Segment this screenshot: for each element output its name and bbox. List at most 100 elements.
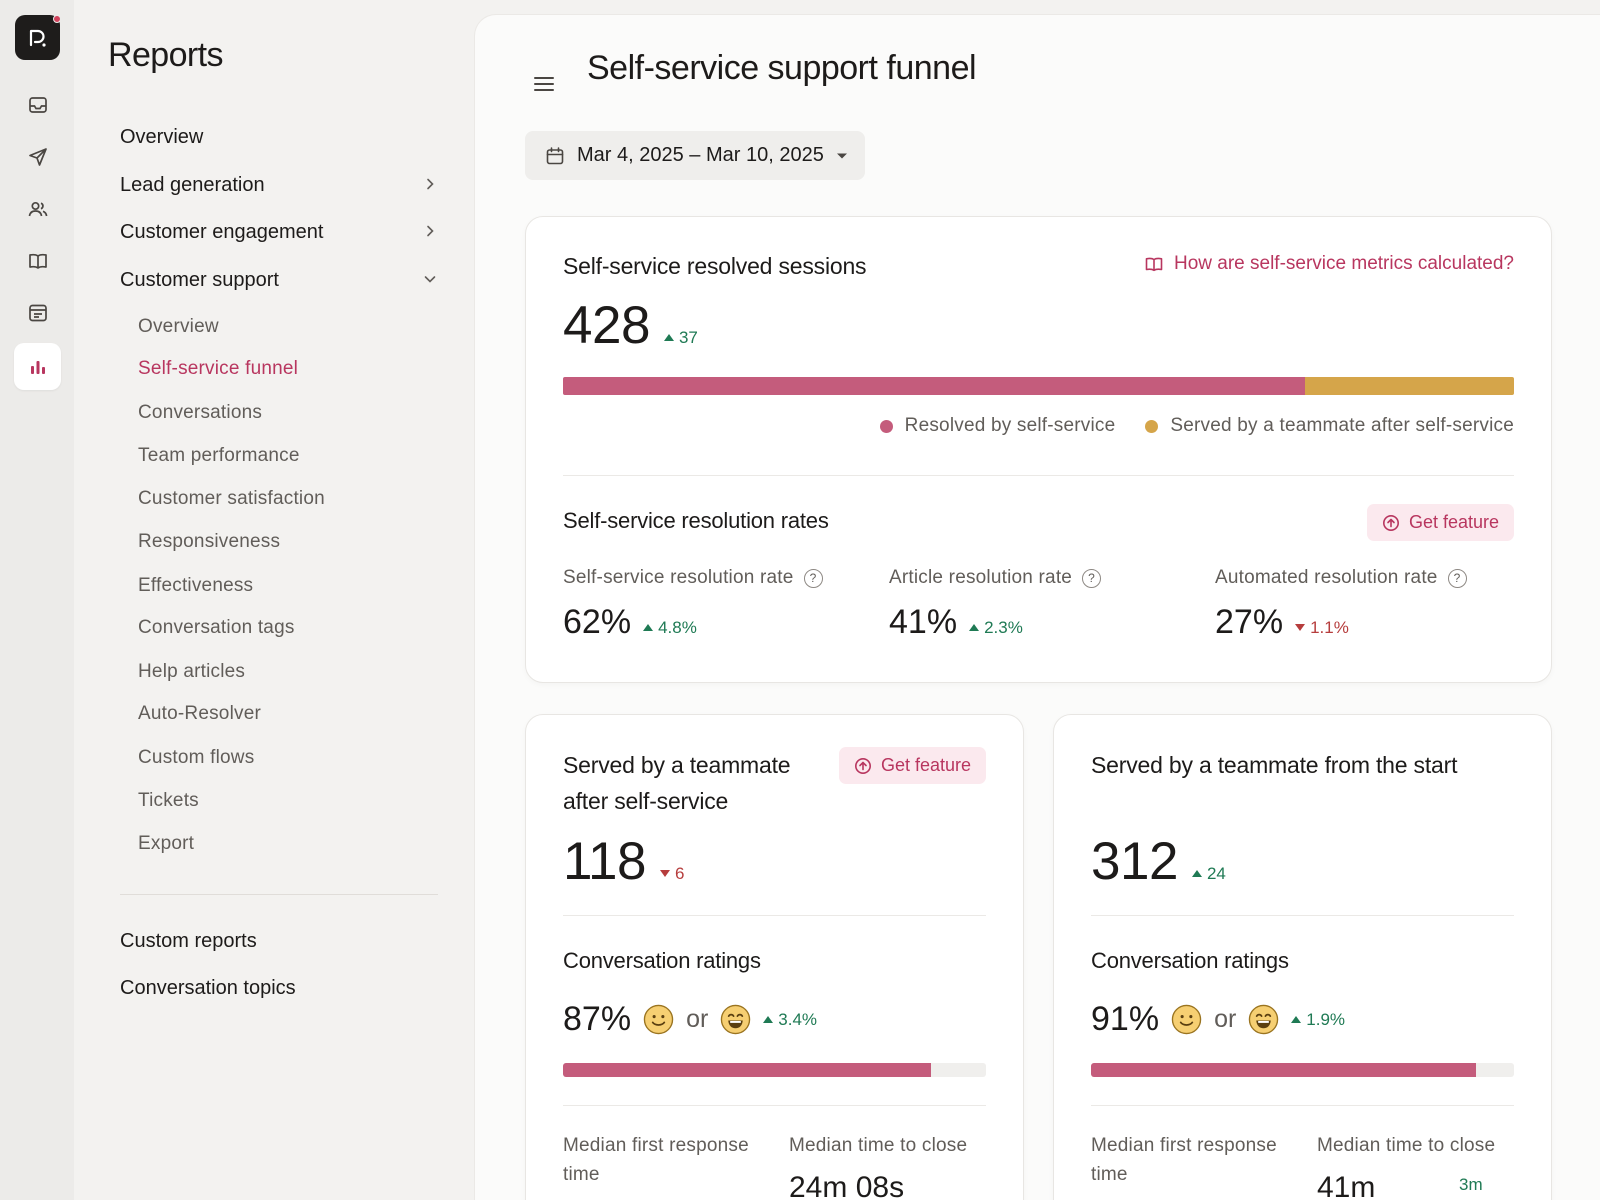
contacts-nav-button[interactable]	[14, 185, 61, 232]
campaigns-nav-button[interactable]	[14, 133, 61, 180]
metrics-help-link[interactable]: How are self-service metrics calculated?	[1144, 253, 1514, 275]
served-after-value-row: 118 6	[563, 831, 684, 892]
median-time-to-close-value: 41m	[1317, 1171, 1376, 1200]
legend-item: Served by a teammate after self-service	[1145, 415, 1514, 437]
median-time-to-close-delta: 3m	[1459, 1175, 1483, 1194]
reports-nav-button[interactable]	[14, 343, 61, 390]
conversation-ratings-row: 87% or 3.4%	[563, 1000, 817, 1039]
sidebar-item-conversation-topics[interactable]: Conversation topics	[120, 977, 438, 1000]
legend-swatch	[879, 419, 893, 433]
resolved-split-bar	[563, 377, 1514, 395]
served-from-start-title: Served by a teammate from the start	[1091, 752, 1458, 778]
sidebar-subitem-team-performance[interactable]: Team performance	[138, 445, 300, 466]
median-first-response-label: Median first response time	[563, 1135, 749, 1185]
sidebar-item-customer-engagement[interactable]: Customer engagement	[120, 221, 438, 244]
smiling-face-icon	[1171, 1004, 1202, 1035]
rate-label: Article resolution rate	[889, 567, 1073, 588]
rating-delta: 1.9%	[1291, 1010, 1345, 1030]
served-after-delta: 6	[660, 864, 684, 884]
sidebar-item-custom-reports[interactable]: Custom reports	[120, 930, 438, 953]
book-icon	[28, 253, 47, 269]
card-divider	[563, 915, 986, 916]
get-feature-button[interactable]: Get feature	[838, 747, 986, 784]
legend-label: Resolved by self-service	[904, 415, 1116, 436]
card-divider	[1091, 1105, 1514, 1106]
sidebar-subitem-effectiveness[interactable]: Effectiveness	[138, 575, 254, 596]
sidebar-title: Reports	[108, 36, 223, 74]
sidebar-item-label: Lead generation	[120, 174, 265, 196]
sidebar-item-label: Conversation topics	[120, 977, 296, 999]
rating-value: 87%	[563, 1000, 632, 1038]
served-from-start-card: Served by a teammate from the start 312 …	[1053, 714, 1552, 1200]
card-divider	[563, 475, 1514, 476]
bar-chart-icon	[30, 360, 45, 374]
or-text: or	[686, 1005, 709, 1033]
conversation-ratings-title: Conversation ratings	[563, 948, 761, 973]
chevron-right-icon	[427, 225, 434, 237]
calendar-icon	[546, 146, 564, 164]
grinning-face-icon	[721, 1004, 751, 1035]
rate-value: 41%	[889, 603, 958, 641]
sidebar-subitem-export[interactable]: Export	[138, 833, 195, 854]
sidebar-subitem-responsiveness[interactable]: Responsiveness	[138, 531, 281, 552]
chevron-right-icon	[427, 178, 434, 190]
sidebar-subitem-conversation-tags[interactable]: Conversation tags	[138, 617, 295, 638]
sidebar-subitem-self-service-funnel[interactable]: Self-service funnel	[138, 358, 299, 379]
resolved-sessions-delta: 37	[663, 328, 698, 348]
sidebar-subitem-auto-resolver[interactable]: Auto-Resolver	[138, 703, 261, 724]
sidebar-item-customer-support[interactable]: Customer support	[120, 269, 438, 292]
book-icon	[1145, 257, 1163, 272]
app-logo[interactable]	[15, 15, 61, 60]
sidebar-item-overview[interactable]: Overview	[120, 126, 438, 149]
served-after-self-service-card: Served by a teammate after self-service …	[525, 714, 1024, 1200]
served-from-start-value: 312	[1091, 832, 1178, 891]
sidebar-item-lead-generation[interactable]: Lead generation	[120, 174, 438, 197]
automated-resolution-rate: Automated resolution rate? 27% 1.1%	[1215, 567, 1467, 642]
sidebar-subitem-overview[interactable]: Overview	[138, 316, 219, 337]
main-panel: Self-service support funnel Mar 4, 2025 …	[474, 14, 1600, 1200]
article-resolution-rate: Article resolution rate? 41% 2.3%	[889, 567, 1102, 642]
median-time-to-close-label: Median time to close	[1317, 1135, 1496, 1156]
served-after-self-service-title: Served by a teammate after self-service	[563, 752, 791, 814]
inbox-nav-button[interactable]	[14, 81, 61, 128]
served-after-value: 118	[563, 832, 647, 891]
inbox-icon	[28, 96, 47, 113]
sidebar-subitem-custom-flows[interactable]: Custom flows	[138, 747, 255, 768]
rate-label: Self-service resolution rate	[563, 567, 794, 588]
sidebar-subitem-help-articles[interactable]: Help articles	[138, 661, 246, 682]
rating-progress-fill	[1091, 1063, 1476, 1077]
get-feature-button[interactable]: Get feature	[1366, 504, 1514, 541]
knowledge-base-nav-button[interactable]	[14, 237, 61, 284]
ticket-icon	[28, 304, 47, 321]
resolved-sessions-value: 428	[563, 296, 650, 355]
median-time-to-close-label: Median time to close	[789, 1135, 968, 1156]
upgrade-icon	[854, 757, 871, 774]
resolved-sessions-card: Self-service resolved sessions How are s…	[525, 216, 1552, 683]
legend-swatch	[1145, 419, 1159, 433]
rating-progress-bar	[563, 1063, 986, 1077]
icon-rail	[0, 0, 74, 1200]
conversation-ratings-title: Conversation ratings	[1091, 948, 1289, 973]
median-first-response-label: Median first response time	[1091, 1135, 1277, 1185]
menu-icon[interactable]	[533, 73, 555, 95]
help-icon[interactable]: ?	[1082, 568, 1102, 588]
rate-delta: 4.8%	[643, 618, 697, 638]
served-from-start-value-row: 312 24	[1091, 831, 1226, 892]
date-range-picker[interactable]: Mar 4, 2025 – Mar 10, 2025	[525, 131, 865, 180]
sidebar-subitem-customer-satisfaction[interactable]: Customer satisfaction	[138, 488, 325, 509]
tickets-nav-button[interactable]	[14, 289, 61, 336]
card-divider	[563, 1105, 986, 1106]
sidebar-divider	[120, 894, 438, 895]
served-after-self-service-segment	[1304, 377, 1514, 395]
help-icon[interactable]: ?	[1447, 568, 1467, 588]
rate-value: 27%	[1215, 603, 1284, 641]
help-icon[interactable]: ?	[803, 568, 823, 588]
notification-dot	[53, 15, 61, 23]
conversation-ratings-row: 91% or 1.9%	[1091, 1000, 1345, 1039]
rate-delta: 1.1%	[1295, 618, 1349, 638]
chevron-down-icon	[424, 276, 436, 283]
sidebar-subitem-conversations[interactable]: Conversations	[138, 402, 263, 423]
page-title: Self-service support funnel	[587, 49, 977, 87]
sidebar-subitem-tickets[interactable]: Tickets	[138, 790, 199, 811]
logo-icon	[29, 29, 46, 47]
